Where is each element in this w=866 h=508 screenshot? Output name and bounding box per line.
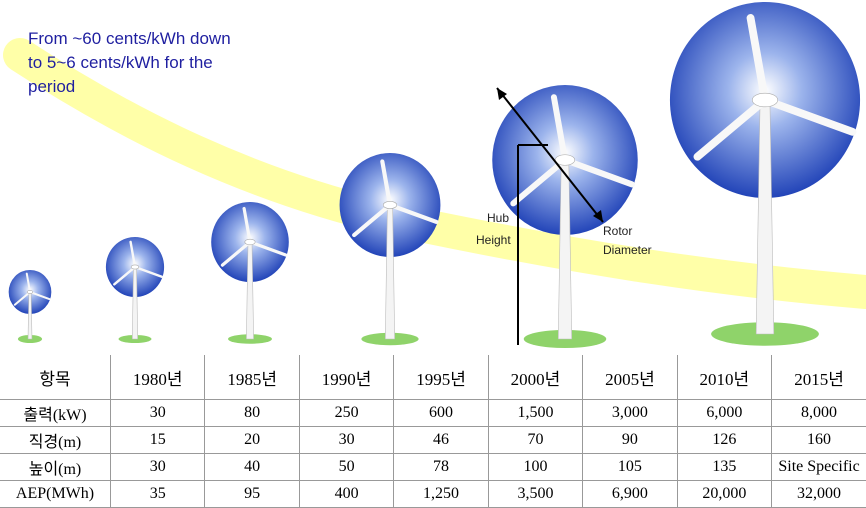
table-cell: 6,900 xyxy=(583,481,677,508)
table-cell: 1980년 xyxy=(111,355,205,400)
table-cell: 8,000 xyxy=(772,400,866,427)
table-cell: 3,000 xyxy=(583,400,677,427)
table-cell: 2005년 xyxy=(583,355,677,400)
nacelle xyxy=(383,201,397,208)
table-cell: 직경(m) xyxy=(0,427,111,454)
table-cell: 출력(kW) xyxy=(0,400,111,427)
annotation-line: to 5~6 cents/kWh for the xyxy=(28,53,213,72)
table-cell: 2000년 xyxy=(488,355,582,400)
table-cell: 100 xyxy=(488,454,582,481)
table-cell: 40 xyxy=(205,454,299,481)
tower xyxy=(132,267,137,339)
annotation-line: period xyxy=(28,77,75,96)
table-cell: 1990년 xyxy=(299,355,393,400)
table-cell: 15 xyxy=(111,427,205,454)
table-cell: 2010년 xyxy=(677,355,771,400)
table-cell: 95 xyxy=(205,481,299,508)
rotor-diameter-label: Diameter xyxy=(603,243,652,257)
table-cell: 20,000 xyxy=(677,481,771,508)
table-cell: 105 xyxy=(583,454,677,481)
table-cell: 30 xyxy=(111,400,205,427)
table-cell: 1995년 xyxy=(394,355,488,400)
tower xyxy=(246,242,253,339)
table-cell: 78 xyxy=(394,454,488,481)
tower xyxy=(28,292,32,339)
table-cell: 80 xyxy=(205,400,299,427)
nacelle xyxy=(131,265,139,269)
nacelle xyxy=(27,290,33,293)
table-cell: 70 xyxy=(488,427,582,454)
table-cell: 400 xyxy=(299,481,393,508)
table-cell: 50 xyxy=(299,454,393,481)
nacelle xyxy=(752,93,777,107)
rotor-diameter-label: Rotor xyxy=(603,224,632,238)
table-cell: AEP(MWh) xyxy=(0,481,111,508)
table-cell: 30 xyxy=(111,454,205,481)
table-cell: 250 xyxy=(299,400,393,427)
table-cell: 32,000 xyxy=(772,481,866,508)
table-cell: 20 xyxy=(205,427,299,454)
table-cell: 35 xyxy=(111,481,205,508)
hub-height-label: Height xyxy=(476,233,511,247)
table-cell: 46 xyxy=(394,427,488,454)
nacelle xyxy=(555,155,575,166)
table-cell: 135 xyxy=(677,454,771,481)
table-cell: 160 xyxy=(772,427,866,454)
table-cell: 1985년 xyxy=(205,355,299,400)
table-cell: 1,250 xyxy=(394,481,488,508)
table-cell: 90 xyxy=(583,427,677,454)
table-cell: 1,500 xyxy=(488,400,582,427)
table-cell: Site Specific xyxy=(772,454,866,481)
table-cell: 3,500 xyxy=(488,481,582,508)
table-cell: 30 xyxy=(299,427,393,454)
table-cell: 높이(m) xyxy=(0,454,111,481)
turbine-illustration: From ~60 cents/kWh down to 5~6 cents/kWh… xyxy=(0,0,866,355)
nacelle xyxy=(245,239,255,245)
table-cell: 2015년 xyxy=(772,355,866,400)
hub-height-label: Hub xyxy=(487,211,509,225)
table-cell: 항목 xyxy=(0,355,111,400)
page: From ~60 cents/kWh down to 5~6 cents/kWh… xyxy=(0,0,866,508)
table-cell: 600 xyxy=(394,400,488,427)
table-cell: 6,000 xyxy=(677,400,771,427)
annotation-line: From ~60 cents/kWh down xyxy=(28,29,231,48)
table-cell: 126 xyxy=(677,427,771,454)
